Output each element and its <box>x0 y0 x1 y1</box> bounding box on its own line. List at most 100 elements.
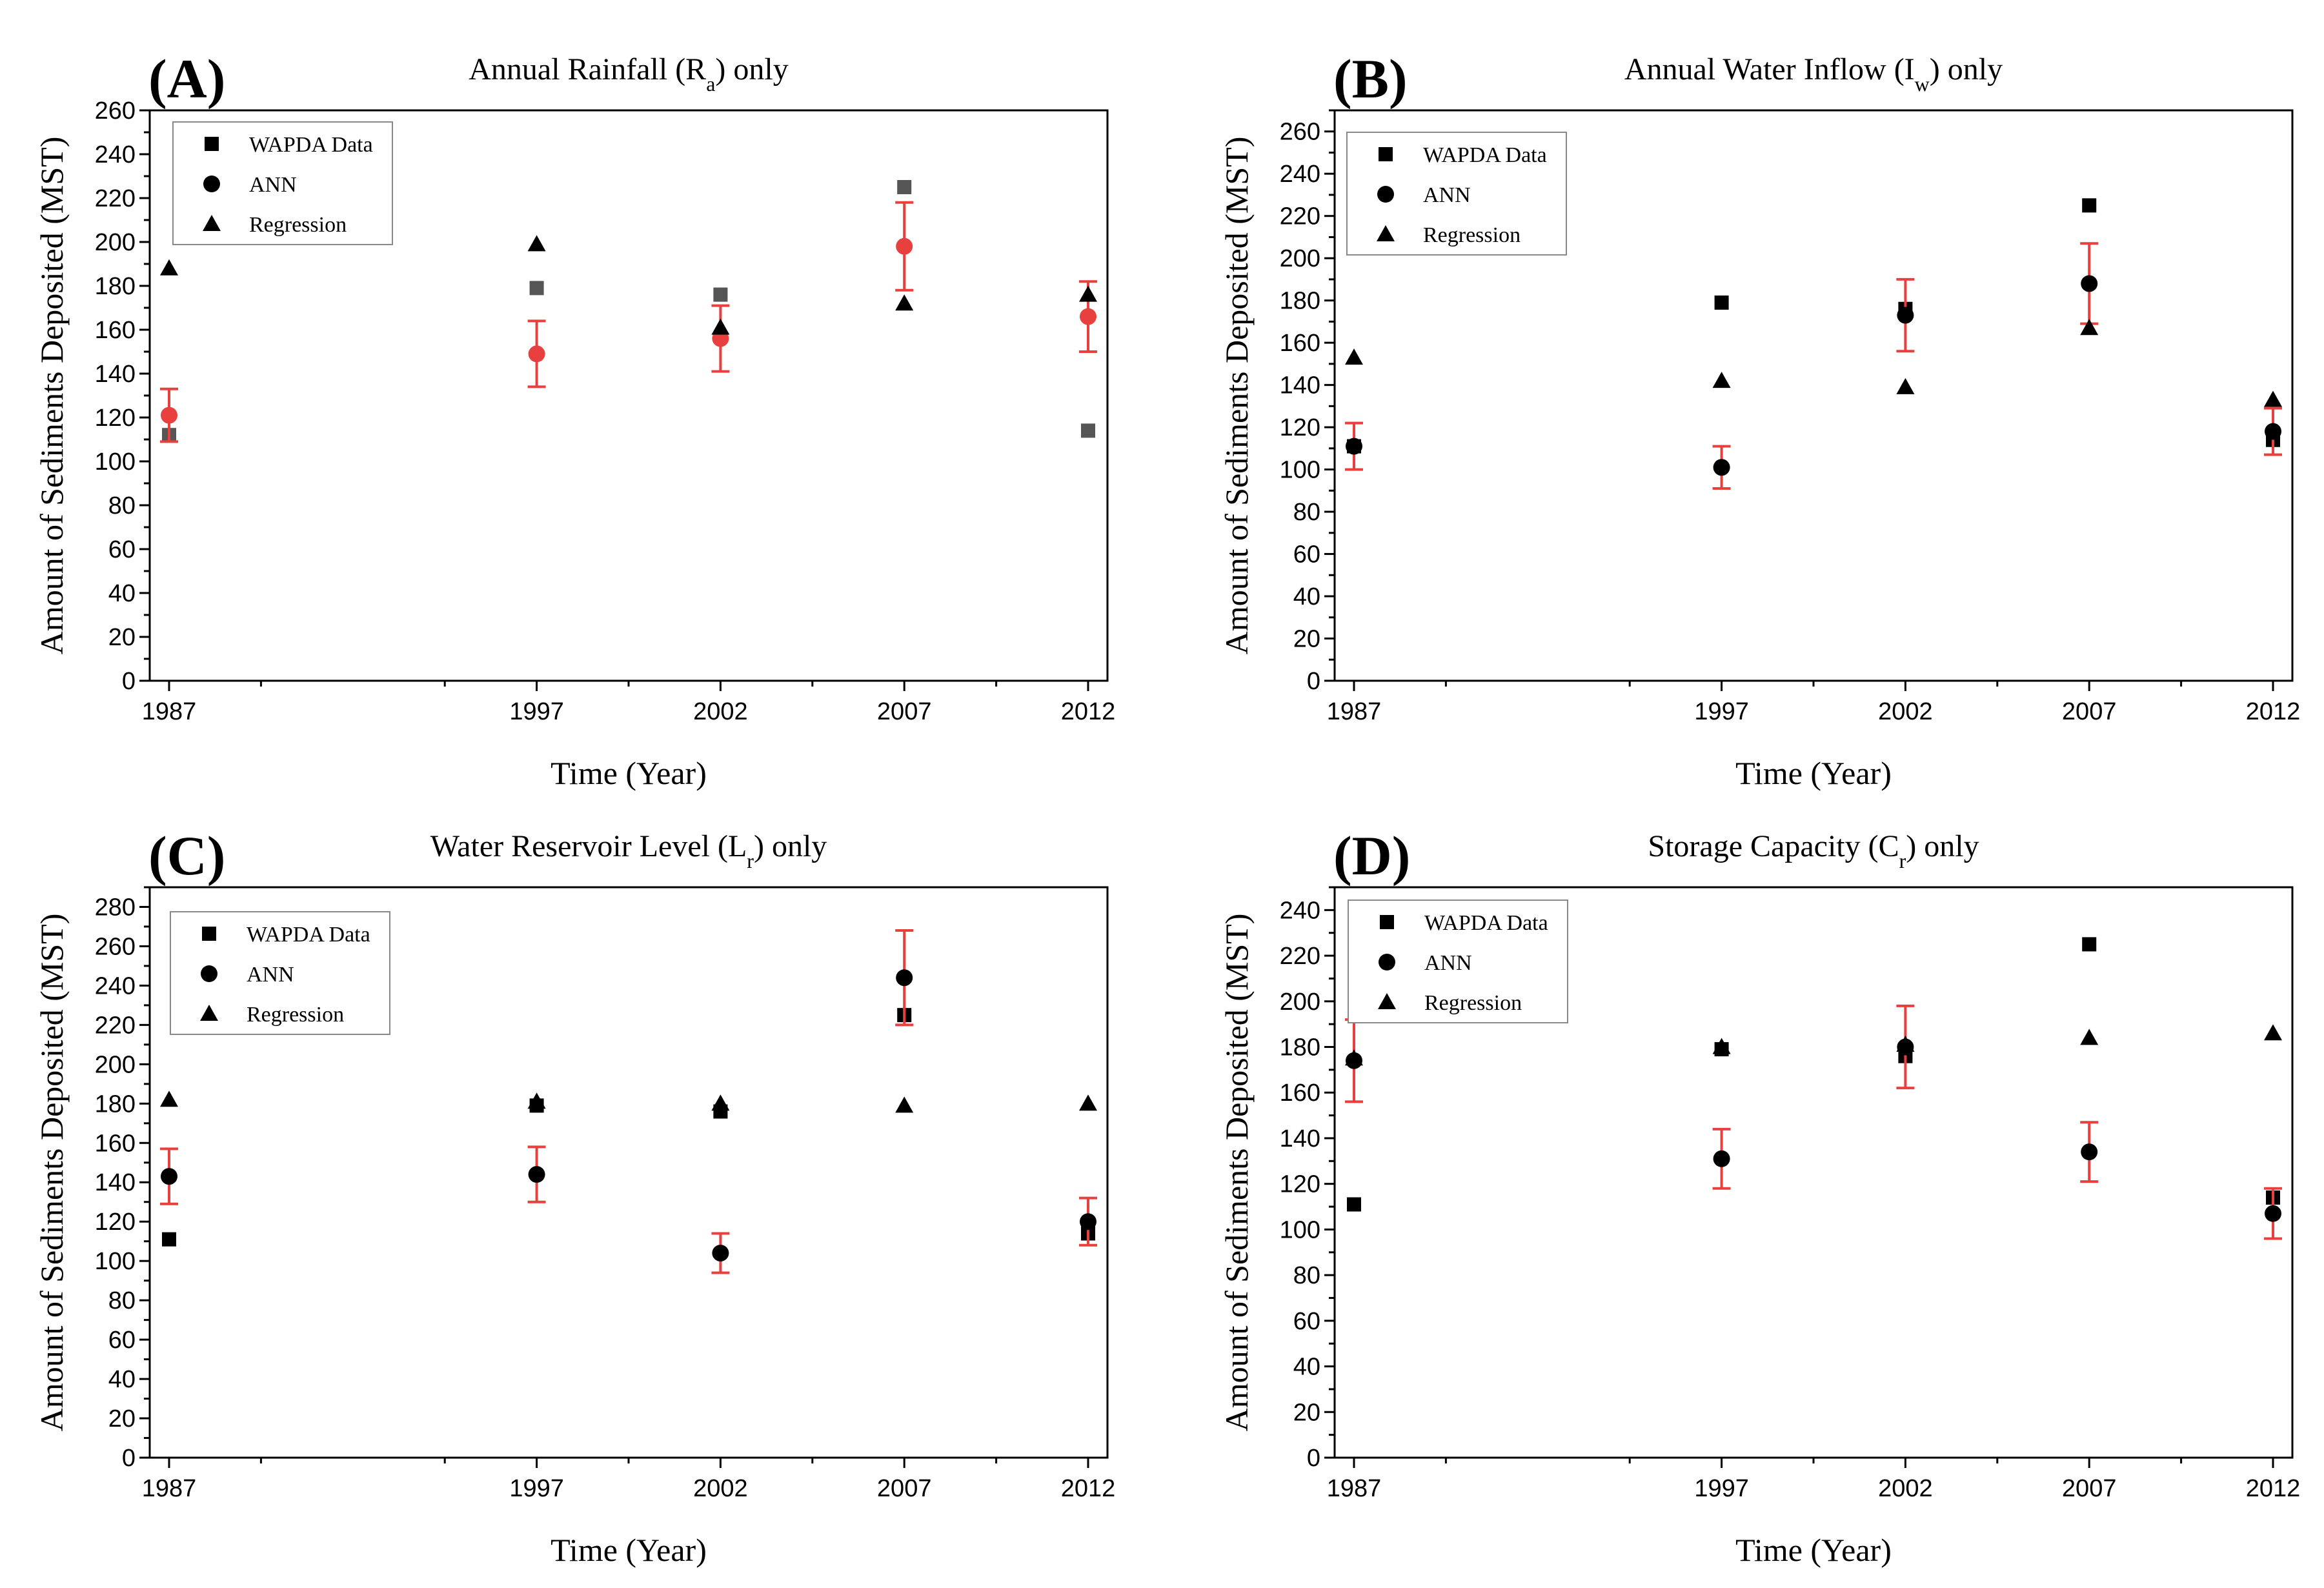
ann-marker <box>1713 1150 1730 1167</box>
legend-ann-label: ANN <box>249 173 297 197</box>
legend-ann-label: ANN <box>1423 183 1471 207</box>
ann-marker <box>896 969 913 987</box>
x-tick-label: 2002 <box>1878 1475 1933 1502</box>
y-tick-label: 180 <box>1280 1034 1320 1061</box>
chart-title: Annual Rainfall (Ra) only <box>469 52 788 95</box>
x-tick-label: 2012 <box>2246 698 2301 725</box>
series-ann <box>160 201 1097 443</box>
x-tick-label: 2012 <box>1061 1475 1116 1502</box>
panel-label: (C) <box>148 825 225 887</box>
chart-title-main: Annual Rainfall (R <box>469 52 706 86</box>
y-tick-label: 160 <box>95 1130 136 1157</box>
series-regression <box>160 235 1097 335</box>
legend-wapda-label: WAPDA Data <box>249 133 373 157</box>
ann-marker <box>2081 275 2098 292</box>
y-tick-label: 100 <box>95 448 136 476</box>
regression-marker <box>1345 1049 1363 1066</box>
series-regression <box>1345 319 2282 407</box>
legend-wapda-marker <box>1379 147 1393 161</box>
y-tick-label: 200 <box>95 229 136 256</box>
chart-title-main: Storage Capacity (C <box>1648 829 1899 863</box>
wapda-marker <box>2082 937 2097 952</box>
y-tick-label: 120 <box>1280 414 1320 441</box>
wapda-marker <box>1081 423 1095 438</box>
x-tick-label: 1997 <box>509 698 564 725</box>
x-axis-label: Time (Year) <box>551 1532 707 1568</box>
y-tick-label: 40 <box>1293 1354 1320 1381</box>
regression-marker <box>895 294 914 311</box>
y-tick-label: 80 <box>108 492 136 519</box>
y-tick-label: 0 <box>1307 1445 1320 1472</box>
x-axis-label: Time (Year) <box>1735 1532 1892 1568</box>
y-axis-label: Amount of Sediments Deposited (MST) <box>34 914 70 1432</box>
y-tick-label: 100 <box>1280 457 1320 484</box>
ann-marker <box>2265 1205 2281 1222</box>
series-wapda <box>162 180 1095 443</box>
y-tick-label: 40 <box>108 1366 136 1393</box>
wapda-marker <box>713 287 728 302</box>
y-tick-label: 180 <box>1280 288 1320 315</box>
y-tick-label: 60 <box>108 536 136 563</box>
y-tick-label: 140 <box>1280 1125 1320 1152</box>
chart-title-subscript: r <box>747 849 754 872</box>
legend-regression-marker <box>1378 993 1396 1009</box>
y-tick-label: 260 <box>95 97 136 125</box>
y-tick-label: 40 <box>1293 583 1320 610</box>
legend: WAPDA Data ANN Regression <box>172 121 393 245</box>
legend-wapda-marker <box>202 927 216 941</box>
ann-marker <box>528 345 545 363</box>
y-tick-label: 20 <box>108 1405 136 1432</box>
panel-2: 0 20 40 60 80 100 120 140 160 180 200 220 240 260 280 1… <box>34 825 1115 1568</box>
y-axis-label: Amount of Sediments Deposited (MST) <box>34 137 70 655</box>
series-regression <box>1345 1024 2282 1066</box>
ann-marker <box>1713 459 1730 476</box>
wapda-marker <box>897 180 912 194</box>
legend-ann-marker <box>201 965 217 982</box>
y-tick-label: 80 <box>108 1287 136 1314</box>
y-tick-label: 60 <box>1293 541 1320 568</box>
y-tick-label: 60 <box>108 1327 136 1354</box>
panel-1: 0 20 40 60 80 100 120 140 160 180 200 220 240 260 1987… <box>1218 48 2300 791</box>
x-tick-label: 1997 <box>509 1475 564 1502</box>
chart-title-tail: ) only <box>715 52 788 86</box>
legend-regression-marker <box>200 1005 218 1021</box>
legend-regression-label: Regression <box>249 213 347 237</box>
wapda-marker <box>162 1232 176 1247</box>
x-tick-label: 1997 <box>1694 1475 1749 1502</box>
legend-wapda-marker <box>205 137 219 151</box>
ann-marker <box>1897 307 1914 324</box>
series-ann <box>1345 242 2282 490</box>
ann-marker <box>161 407 177 424</box>
x-tick-label: 1987 <box>1327 1475 1382 1502</box>
regression-marker <box>1896 1035 1915 1052</box>
y-tick-label: 100 <box>95 1248 136 1275</box>
wapda-marker <box>1714 295 1729 310</box>
series-wapda <box>162 1008 1095 1247</box>
wapda-marker <box>2082 198 2097 213</box>
legend-wapda-label: WAPDA Data <box>1424 911 1548 935</box>
ann-marker <box>2265 423 2281 440</box>
regression-marker <box>1712 1038 1731 1054</box>
y-tick-label: 0 <box>122 668 136 695</box>
legend-regression-marker <box>1377 225 1395 241</box>
x-tick-label: 1987 <box>142 698 197 725</box>
legend: WAPDA Data ANN Regression <box>1346 132 1567 256</box>
legend-ann-marker <box>1377 186 1394 203</box>
legend-wapda-label: WAPDA Data <box>1423 143 1547 167</box>
ann-marker <box>1080 308 1096 325</box>
regression-marker <box>527 1092 546 1109</box>
y-tick-label: 80 <box>1293 499 1320 526</box>
legend-ann-label: ANN <box>247 963 294 987</box>
legend-wapda-marker <box>1380 915 1394 929</box>
y-tick-label: 220 <box>1280 203 1320 230</box>
y-tick-label: 260 <box>1280 119 1320 146</box>
chart-title: Water Reservoir Level (Lr) only <box>430 829 827 872</box>
y-tick-label: 120 <box>95 1209 136 1236</box>
legend-ann-label: ANN <box>1424 951 1472 975</box>
x-tick-label: 2007 <box>877 698 932 725</box>
x-tick-label: 1987 <box>142 1475 197 1502</box>
y-tick-label: 220 <box>95 185 136 212</box>
panel-3: 0 20 40 60 80 100 120 140 160 180 200 220 240 1987 199… <box>1218 825 2300 1568</box>
regression-marker <box>527 235 546 252</box>
